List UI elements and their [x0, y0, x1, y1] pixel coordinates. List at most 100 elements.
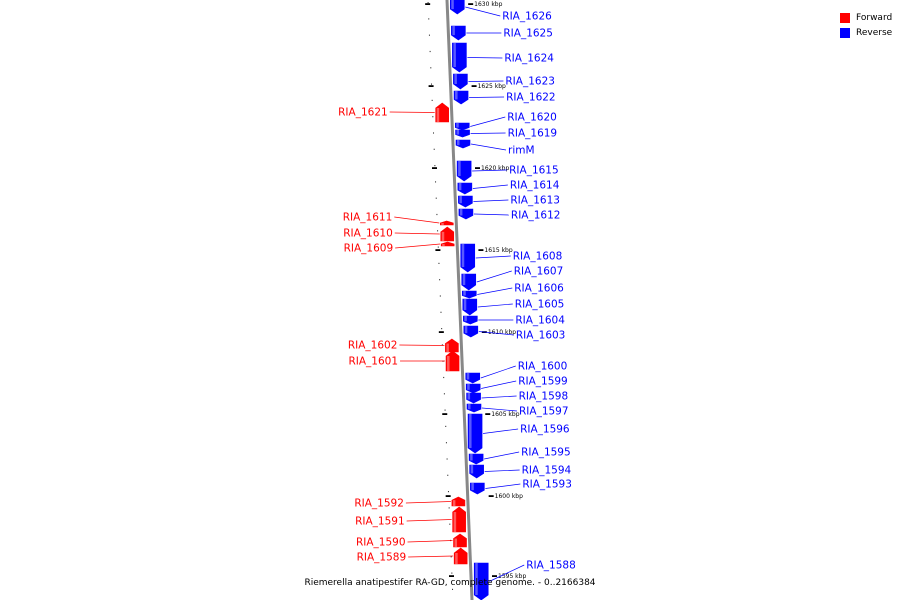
gene-label-ria-1614[interactable]: RIA_1614: [510, 180, 560, 192]
gene-ria-1590[interactable]: [453, 533, 467, 548]
gene-ria-1610[interactable]: [440, 226, 455, 242]
gene-label-ria-1610[interactable]: RIA_1610: [343, 228, 393, 240]
gene-label-ria-1607[interactable]: RIA_1607: [514, 266, 564, 278]
gene-label-ria-1621[interactable]: RIA_1621: [338, 107, 388, 119]
gene-label-ria-1592[interactable]: RIA_1592: [354, 498, 404, 510]
gene-ria-1619[interactable]: [455, 129, 470, 138]
gene-highlight-ria-1594: [470, 465, 474, 474]
gene-label-rimm[interactable]: rimM: [508, 145, 535, 157]
leader-line-ria-1597: [481, 407, 518, 412]
gene-ria-1626[interactable]: [449, 0, 465, 15]
scale-label: 1595 kbp: [498, 573, 526, 580]
gene-highlight-ria-1622: [455, 91, 458, 100]
gene-label-ria-1597[interactable]: RIA_1597: [519, 406, 569, 418]
gene-highlight-rimm: [457, 140, 460, 146]
gene-ria-1620[interactable]: [454, 122, 470, 131]
gene-ria-1625[interactable]: [451, 25, 466, 41]
gene-ria-1608[interactable]: [460, 243, 476, 273]
gene-ria-1606[interactable]: [461, 290, 477, 299]
gene-ria-1614[interactable]: [457, 182, 473, 195]
gene-ria-1594[interactable]: [469, 464, 484, 479]
gene-label-ria-1615[interactable]: RIA_1615: [509, 165, 559, 177]
gene-label-ria-1619[interactable]: RIA_1619: [508, 128, 558, 140]
gene-highlight-ria-1619: [456, 130, 460, 135]
gene-label-ria-1622[interactable]: RIA_1622: [506, 92, 556, 104]
gene-label-ria-1603[interactable]: RIA_1603: [516, 330, 566, 342]
gene-ria-1589[interactable]: [453, 547, 468, 565]
gene-label-ria-1591[interactable]: RIA_1591: [355, 516, 405, 528]
gene-label-ria-1594[interactable]: RIA_1594: [522, 465, 572, 477]
gene-ria-1607[interactable]: [461, 273, 477, 291]
leader-line-ria-1612: [473, 213, 509, 216]
minor-tick: [428, 34, 430, 36]
genome-backbone: [445, 0, 474, 600]
gene-ria-1597[interactable]: [466, 403, 482, 413]
gene-label-ria-1602[interactable]: RIA_1602: [348, 340, 398, 352]
gene-ria-1622[interactable]: [453, 90, 469, 105]
gene-highlight-ria-1604: [464, 316, 467, 322]
gene-ria-1598[interactable]: [466, 392, 481, 404]
gene-label-ria-1589[interactable]: RIA_1589: [357, 552, 407, 564]
gene-label-ria-1612[interactable]: RIA_1612: [511, 210, 561, 222]
gene-rimm[interactable]: [455, 139, 471, 149]
gene-ria-1623[interactable]: [453, 73, 468, 90]
gene-label-ria-1590[interactable]: RIA_1590: [356, 537, 406, 549]
gene-ria-1609[interactable]: [440, 241, 455, 247]
gene-label-ria-1625[interactable]: RIA_1625: [503, 28, 553, 40]
gene-highlight-ria-1626: [451, 0, 454, 10]
gene-ria-1599[interactable]: [465, 383, 481, 394]
gene-highlight-ria-1624: [453, 43, 456, 67]
minor-tick: [440, 311, 442, 313]
gene-ria-1591[interactable]: [452, 506, 466, 533]
gene-label-ria-1624[interactable]: RIA_1624: [504, 53, 554, 65]
gene-label-ria-1595[interactable]: RIA_1595: [521, 447, 571, 459]
gene-ria-1600[interactable]: [465, 372, 481, 384]
gene-label-ria-1623[interactable]: RIA_1623: [505, 76, 555, 88]
gene-highlight-ria-1592: [452, 500, 456, 506]
gene-ria-1595[interactable]: [468, 453, 484, 465]
gene-ria-1601[interactable]: [445, 350, 460, 372]
gene-label-ria-1598[interactable]: RIA_1598: [519, 391, 569, 403]
gene-label-ria-1605[interactable]: RIA_1605: [515, 299, 565, 311]
gene-ria-1603[interactable]: [463, 325, 479, 338]
gene-label-ria-1611[interactable]: RIA_1611: [343, 212, 393, 224]
minor-tick: [433, 148, 435, 150]
gene-label-ria-1609[interactable]: RIA_1609: [344, 243, 394, 255]
gene-label-ria-1613[interactable]: RIA_1613: [510, 195, 560, 207]
gene-ria-1612[interactable]: [458, 208, 474, 220]
gene-ria-1604[interactable]: [463, 315, 478, 325]
gene-highlight-ria-1613: [459, 196, 462, 204]
gene-ria-1592[interactable]: [451, 496, 466, 507]
gene-highlight-ria-1606: [463, 291, 466, 296]
gene-ria-1611[interactable]: [439, 220, 454, 226]
gene-highlight-ria-1611: [441, 223, 444, 225]
gene-ria-1596[interactable]: [467, 413, 483, 454]
gene-ria-1621[interactable]: [435, 102, 449, 123]
minor-tick: [427, 2, 429, 4]
gene-label-ria-1596[interactable]: RIA_1596: [520, 424, 570, 436]
gene-label-ria-1599[interactable]: RIA_1599: [518, 376, 568, 388]
gene-label-ria-1606[interactable]: RIA_1606: [514, 283, 564, 295]
gene-label-ria-1601[interactable]: RIA_1601: [348, 356, 398, 368]
minor-tick: [446, 458, 448, 460]
gene-ria-1605[interactable]: [462, 298, 478, 316]
gene-label-ria-1604[interactable]: RIA_1604: [515, 315, 565, 327]
gene-ria-1588[interactable]: [473, 562, 489, 600]
gene-label-ria-1608[interactable]: RIA_1608: [513, 251, 563, 263]
gene-label-ria-1620[interactable]: RIA_1620: [507, 112, 557, 124]
gene-highlight-ria-1620: [456, 123, 459, 128]
gene-highlight-ria-1597: [468, 404, 471, 410]
gene-label-ria-1626[interactable]: RIA_1626: [502, 11, 552, 23]
gene-highlight-ria-1608: [461, 244, 465, 267]
gene-label-ria-1600[interactable]: RIA_1600: [518, 361, 568, 373]
gene-label-ria-1593[interactable]: RIA_1593: [522, 479, 572, 491]
gene-ria-1613[interactable]: [458, 195, 473, 208]
gene-ria-1615[interactable]: [456, 160, 472, 182]
minor-tick: [449, 523, 451, 525]
gene-ria-1624[interactable]: [452, 42, 467, 73]
legend-label-reverse: Reverse: [856, 27, 893, 38]
minor-tick: [447, 474, 449, 476]
gene-label-ria-1588[interactable]: RIA_1588: [526, 560, 576, 572]
gene-ria-1593[interactable]: [470, 482, 485, 495]
